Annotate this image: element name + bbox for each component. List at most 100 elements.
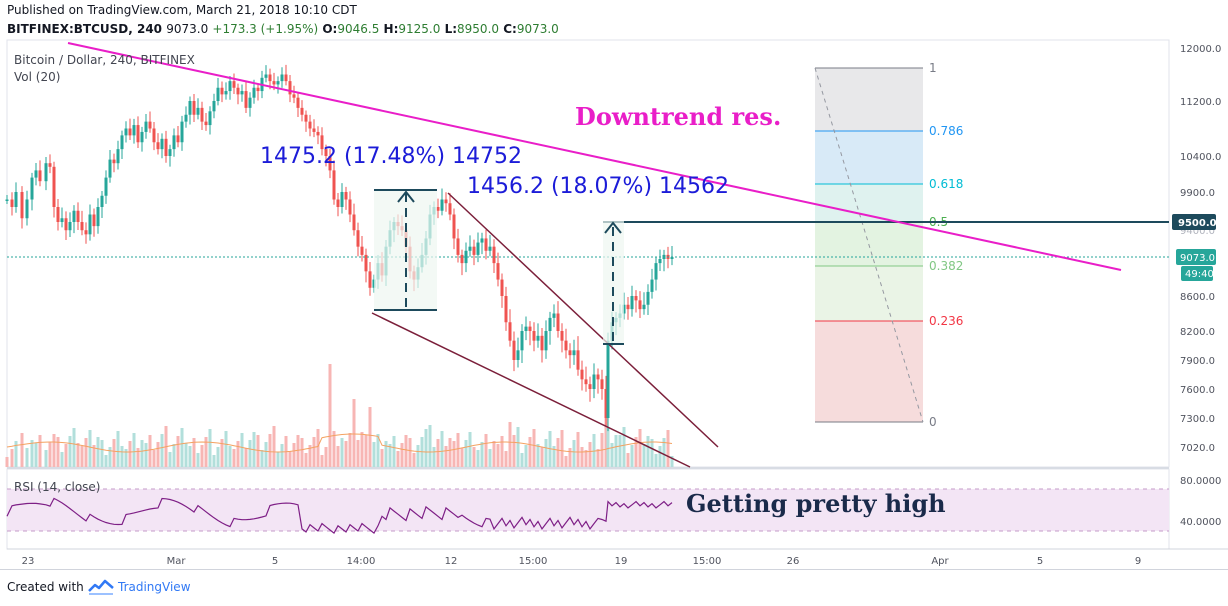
volume-bar <box>532 429 536 467</box>
measure-2-label: 1456.2 (18.07%) 14562 <box>467 174 729 199</box>
volume-bar <box>488 449 492 467</box>
candle-body <box>160 138 164 150</box>
candle-body <box>650 279 654 292</box>
candle-body <box>14 192 18 207</box>
volume-bar <box>244 448 248 467</box>
candle-body <box>630 296 634 310</box>
wedge-lower-line[interactable] <box>371 312 691 468</box>
candle-body <box>92 214 96 227</box>
volume-bar <box>128 441 132 467</box>
fib-zone <box>815 321 923 422</box>
candle-body <box>604 389 608 418</box>
volume-bar <box>650 439 654 467</box>
volume-bar <box>580 447 584 467</box>
volume-bar <box>588 442 592 467</box>
wedge-upper-line[interactable] <box>447 192 719 448</box>
time-tick-label: Mar <box>167 556 187 567</box>
volume-bar <box>552 446 556 467</box>
volume-bar <box>56 437 60 467</box>
volume-bar <box>48 442 52 467</box>
volume-bar <box>436 439 440 467</box>
measure-box-1-arrowhead <box>397 190 415 203</box>
volume-bar <box>304 453 308 467</box>
volume-bar <box>464 440 468 467</box>
close-label: C: <box>503 22 517 36</box>
volume-bar <box>312 437 316 467</box>
candle-body <box>284 74 288 82</box>
fib-zone <box>815 131 923 184</box>
tradingview-logo-icon[interactable] <box>88 579 114 599</box>
candle-body <box>606 340 610 418</box>
volume-bar <box>20 433 24 467</box>
candle-body <box>356 230 360 247</box>
downtrend-line[interactable] <box>67 42 1122 271</box>
low-label: L: <box>444 22 458 36</box>
candle-body <box>488 246 492 251</box>
volume-bar <box>324 447 328 467</box>
tradingview-brand-link[interactable]: TradingView <box>118 580 191 594</box>
candle-body <box>332 170 336 200</box>
candle-body <box>132 125 136 136</box>
candle-body <box>88 214 92 235</box>
volume-bar <box>336 446 340 467</box>
candle-body <box>316 131 320 136</box>
candle-body <box>224 91 228 95</box>
last-price-badge <box>1176 249 1216 265</box>
candle-body <box>48 163 52 167</box>
candle-body <box>38 170 42 182</box>
measure-box-2[interactable] <box>603 221 624 344</box>
measure-box-1[interactable] <box>374 189 437 311</box>
price-axis[interactable]: 12000.0 11200.0 10400.0 9900.0 8600.0 8200.0 7… <box>1172 44 1221 454</box>
volume-bar <box>148 435 152 467</box>
candle-body <box>272 81 276 85</box>
volume-bar <box>156 442 160 467</box>
volume-bar <box>400 443 404 467</box>
volume-bar <box>540 447 544 467</box>
fib-level-label: 0.786 <box>929 124 963 138</box>
candle-body <box>436 207 440 211</box>
measure-box-2-arrowhead <box>604 221 622 234</box>
volume-bar <box>260 450 264 467</box>
volume-bar <box>556 438 560 467</box>
low-value: 8950.0 <box>457 22 500 36</box>
volume-bar <box>512 435 516 467</box>
volume-bar <box>108 447 112 467</box>
time-axis[interactable]: 23 Mar 5 14:00 12 15:00 19 15:00 26 Apr 5 9 <box>22 556 1142 567</box>
candle-body <box>304 114 308 122</box>
candle-body <box>360 246 364 255</box>
volume-bar <box>280 444 284 467</box>
candle-body <box>496 263 500 280</box>
candle-body <box>626 304 630 310</box>
bar-timer-badge-text: 49:40 <box>1185 269 1214 280</box>
price-change: +173.3 (+1.95%) <box>212 22 319 36</box>
volume-bar <box>622 427 626 467</box>
candle-body <box>200 107 204 122</box>
volume-bar <box>348 433 352 467</box>
candle-body <box>144 121 148 132</box>
volume-bar <box>120 446 124 467</box>
volume-bar <box>296 435 300 467</box>
level-price-badge <box>1172 214 1216 230</box>
volume-bar <box>292 443 296 467</box>
volume-bar <box>10 449 14 467</box>
candle-body <box>96 207 100 227</box>
volume-bar <box>196 453 200 467</box>
close-value: 9073.0 <box>516 22 559 36</box>
volume-bar <box>508 422 512 467</box>
volume-bar <box>626 453 630 467</box>
candle-body <box>264 74 268 78</box>
measure-1-label: 1475.2 (17.48%) 14752 <box>260 144 522 169</box>
level-price-badge-text: 9500.0 <box>1178 218 1217 229</box>
time-tick-label: 9 <box>1135 556 1141 567</box>
volume-bar <box>460 448 464 467</box>
volume-bar <box>60 452 64 467</box>
price-tick-label: 10400.0 <box>1180 152 1221 163</box>
candle-body <box>512 340 516 360</box>
candle-body <box>580 369 584 380</box>
candle-body <box>524 326 528 331</box>
candle-body <box>444 199 448 204</box>
candle-body <box>120 135 124 150</box>
candle-body <box>248 97 252 108</box>
